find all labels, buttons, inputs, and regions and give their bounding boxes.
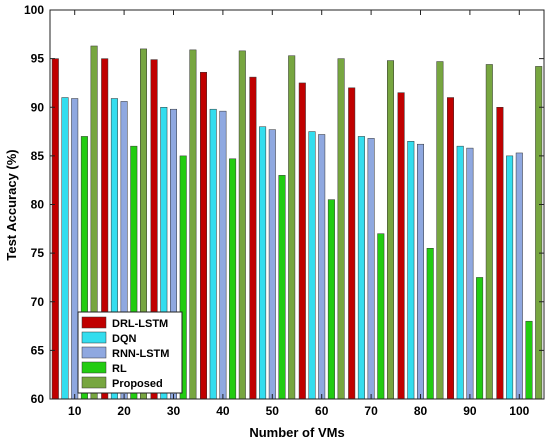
- y-ticks-group: 60 65 70 75 80 85 90 95 100: [24, 3, 544, 406]
- x-tick-label: 80: [414, 404, 428, 418]
- legend-swatch-proposed: [81, 376, 107, 389]
- x-tick-label: 20: [117, 404, 131, 418]
- bar-proposed-40: [238, 50, 246, 400]
- y-tick-label: 85: [31, 149, 45, 163]
- x-tick-label: 10: [68, 404, 82, 418]
- x-ticks-group: 10 20 30 40 50 60 70 80 90 100: [68, 10, 530, 418]
- bar-proposed-50: [288, 55, 296, 400]
- y-tick-label: 90: [31, 100, 45, 114]
- bar-rl-50: [278, 175, 286, 400]
- legend-label-rnn-lstm: RNN-LSTM: [112, 348, 169, 360]
- bar-dqn-90: [456, 145, 464, 400]
- y-tick-label: 75: [31, 246, 45, 260]
- legend-label-rl: RL: [112, 363, 127, 375]
- bar-rnn-lstm-40: [219, 110, 227, 400]
- bar-drl-lstm-60: [298, 82, 306, 400]
- bar-rl-40: [229, 158, 237, 400]
- y-tick-label: 95: [31, 52, 45, 66]
- bar-rnn-lstm-90: [466, 147, 474, 400]
- y-axis-title: Test Accuracy (%): [4, 149, 19, 260]
- x-tick-label: 60: [315, 404, 329, 418]
- x-axis-title: Number of VMs: [249, 425, 344, 440]
- legend-label-proposed: Proposed: [112, 378, 163, 390]
- x-tick-label: 90: [463, 404, 477, 418]
- bar-drl-lstm-50: [249, 76, 257, 400]
- y-tick-label: 80: [31, 198, 45, 212]
- y-tick-label: 100: [24, 3, 44, 17]
- y-tick-label: 65: [31, 343, 45, 357]
- bar-dqn-10: [61, 97, 69, 400]
- bar-drl-lstm-70: [348, 87, 356, 400]
- bar-dqn-60: [308, 131, 316, 400]
- bar-drl-lstm-80: [397, 92, 405, 400]
- bar-rl-60: [327, 199, 335, 400]
- bar-dqn-50: [259, 126, 267, 400]
- legend-label-drl-lstm: DRL-LSTM: [112, 318, 168, 330]
- legend-swatch-drl-lstm: [81, 316, 107, 329]
- bar-rnn-lstm-50: [268, 129, 276, 400]
- legend-label-dqn: DQN: [112, 333, 137, 345]
- bar-dqn-40: [209, 108, 217, 400]
- bar-dqn-80: [407, 141, 415, 400]
- bar-proposed-80: [436, 61, 444, 400]
- bar-rl-90: [476, 277, 484, 400]
- bar-rl-80: [426, 248, 434, 400]
- x-tick-label: 30: [167, 404, 181, 418]
- x-tick-label: 50: [266, 404, 280, 418]
- y-tick-label: 60: [31, 392, 45, 406]
- legend-swatch-dqn: [81, 331, 107, 344]
- bar-drl-lstm-100: [496, 107, 504, 400]
- bar-drl-lstm-10: [51, 58, 59, 400]
- bar-proposed-90: [485, 64, 493, 400]
- x-tick-label: 70: [364, 404, 378, 418]
- bar-proposed-30: [189, 49, 197, 400]
- bar-rl-70: [377, 233, 385, 400]
- bar-drl-lstm-90: [447, 97, 454, 400]
- bar-proposed-60: [337, 58, 345, 400]
- plot-frame: [49, 9, 545, 400]
- legend-swatch-rl: [81, 361, 107, 374]
- legend-swatch-rnn-lstm: [81, 346, 107, 359]
- bar-rnn-lstm-10: [71, 98, 79, 400]
- legend: DRL-LSTM DQN RNN-LSTM RL Proposed: [77, 311, 183, 394]
- bar-dqn-100: [506, 155, 514, 400]
- bar-rnn-lstm-80: [417, 143, 424, 400]
- bar-rl-100: [525, 320, 533, 400]
- x-tick-label: 40: [216, 404, 230, 418]
- bar-rnn-lstm-70: [367, 138, 375, 400]
- bar-proposed-70: [387, 60, 394, 400]
- bar-rnn-lstm-100: [515, 152, 523, 400]
- x-tick-label: 100: [509, 404, 529, 418]
- bar-proposed-100: [535, 66, 543, 400]
- bar-drl-lstm-40: [200, 71, 207, 400]
- bar-rnn-lstm-60: [318, 134, 326, 400]
- bar-dqn-70: [357, 136, 365, 400]
- y-tick-label: 70: [31, 295, 45, 309]
